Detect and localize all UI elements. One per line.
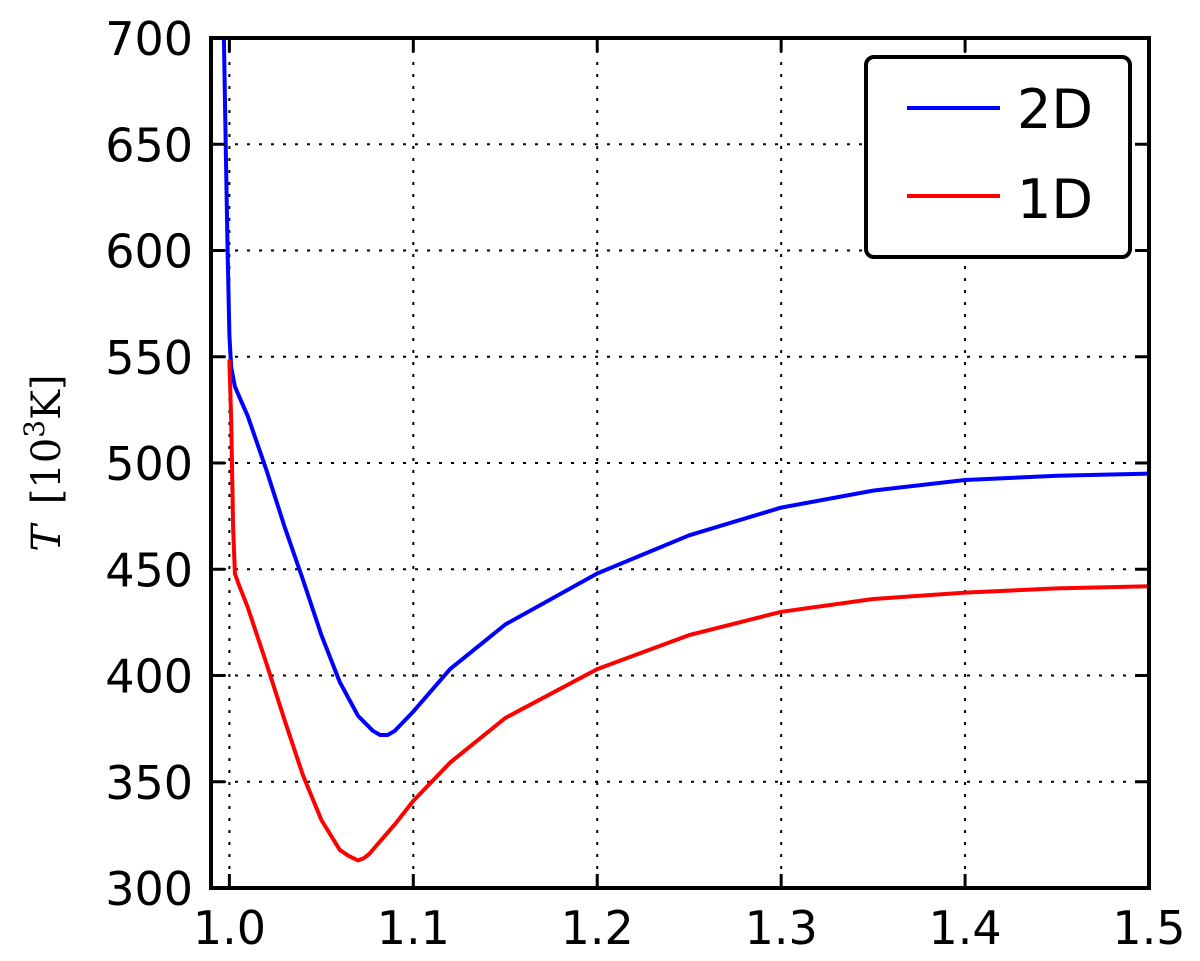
x-tick-label: 1.3 <box>745 901 818 955</box>
y-axis-label: T [103K] <box>18 374 70 551</box>
y-tick-label: 450 <box>105 543 193 597</box>
legend: 2D 1D <box>864 55 1132 259</box>
x-tick-label: 1.2 <box>561 901 634 955</box>
y-tick-label: 400 <box>105 650 193 704</box>
y-tick-label: 500 <box>105 437 193 491</box>
x-tick-label: 1.5 <box>1112 901 1185 955</box>
y-axis-label-unit-open: [10 <box>24 438 70 505</box>
series-layer <box>221 38 1149 863</box>
x-tick-label: 1.0 <box>193 901 266 955</box>
y-axis-label-symbol: T <box>24 522 70 552</box>
y-tick-label: 350 <box>105 756 193 810</box>
y-tick-label: 650 <box>105 118 193 172</box>
y-tick-label: 700 <box>105 12 193 66</box>
y-tick-label: 550 <box>105 331 193 385</box>
axis-tick-labels: 1.0 1.1 1.2 1.3 1.4 1.5 300 350 400 450 500 550 600 6… <box>105 12 1185 955</box>
x-tick-label: 1.1 <box>377 901 450 955</box>
legend-label-2d: 2D <box>1017 78 1093 141</box>
y-tick-label: 600 <box>105 225 193 279</box>
x-tick-label: 1.4 <box>929 901 1002 955</box>
y-tick-label: 300 <box>105 862 193 916</box>
series-line-1d <box>227 359 1149 863</box>
y-axis-label-unit-close: K] <box>24 374 70 420</box>
legend-label-1d: 1D <box>1017 168 1093 231</box>
axis-ticks <box>211 36 1151 890</box>
series-line-2d <box>221 38 1149 737</box>
y-axis-label-unit-exponent: 3 <box>18 420 51 438</box>
